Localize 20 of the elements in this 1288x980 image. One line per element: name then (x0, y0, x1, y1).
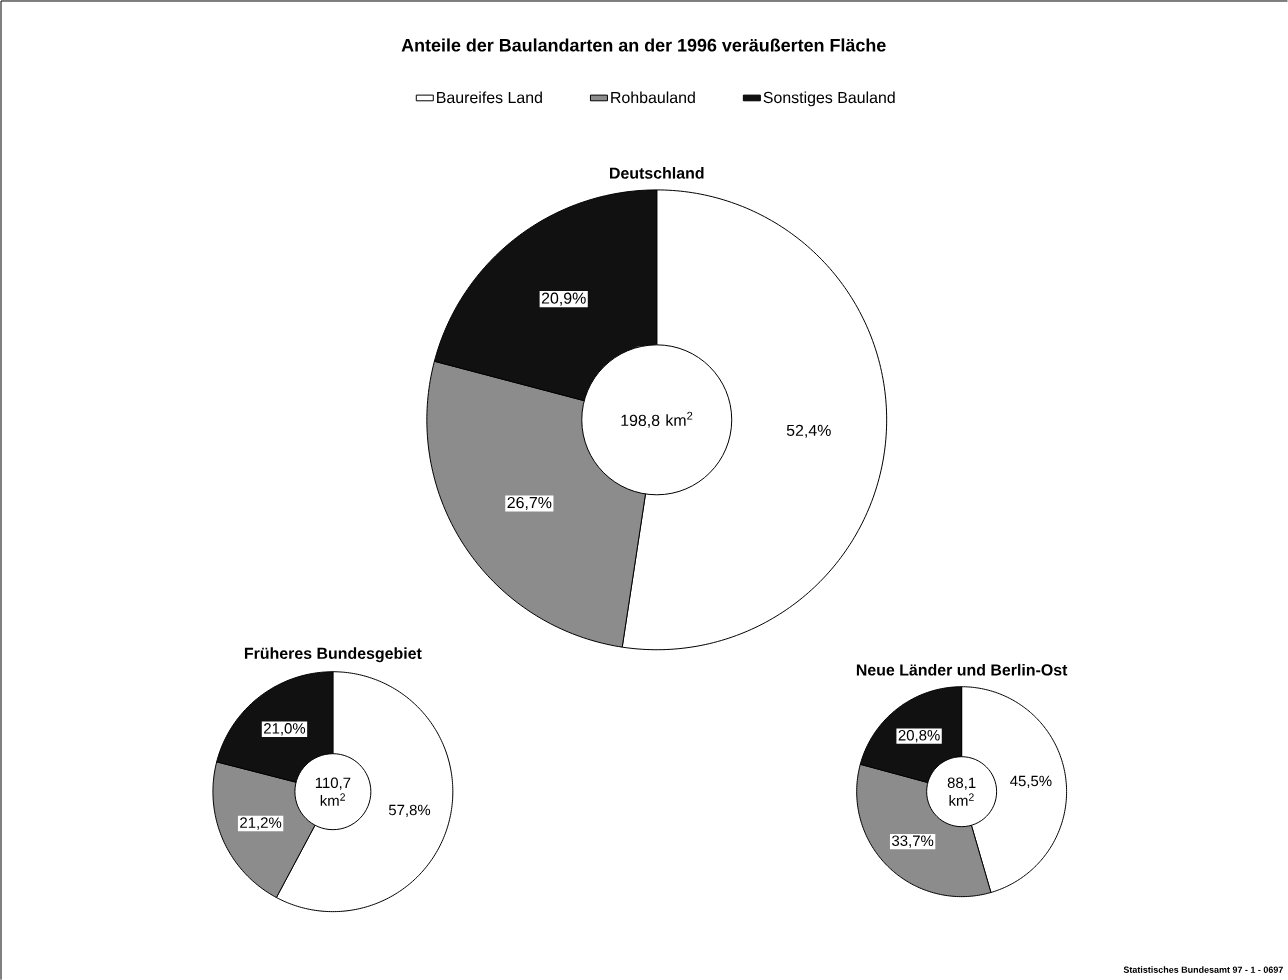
text: 88,1 km$^{2}$ (947, 777, 976, 806)
data-label: 52,4% (786, 424, 831, 438)
text: 110,7 km$^{2}$ (315, 777, 351, 806)
chart-title: Neue Länder und Berlin-Ost (856, 663, 1068, 676)
legend-label: Sonstiges Bauland (763, 91, 895, 107)
text: 198,8 km$^{2}$ (621, 411, 693, 428)
chart-title: Anteile der Baulandarten an der 1996 veräußerten Fläche (401, 38, 886, 52)
data-label: 57,8% (388, 804, 431, 817)
data-label: 20,9% (541, 292, 586, 306)
legend-label: Baureifes Land (437, 91, 542, 104)
data-label: 45,5% (1010, 775, 1052, 788)
text: Statistisches Bundesamt 97 - 1 - 0697 (1123, 966, 1283, 973)
data-label: 21,2% (240, 817, 282, 830)
data-label: 20,8% (898, 729, 940, 743)
legend-label: Rohbauland (611, 91, 695, 104)
data-label: 21,0% (264, 723, 306, 736)
data-label: 26,7% (507, 496, 552, 511)
text: Deutschland (610, 167, 704, 179)
data-label: 33,7% (892, 835, 934, 848)
chart-title: Früheres Bundesgebiet (244, 647, 422, 663)
